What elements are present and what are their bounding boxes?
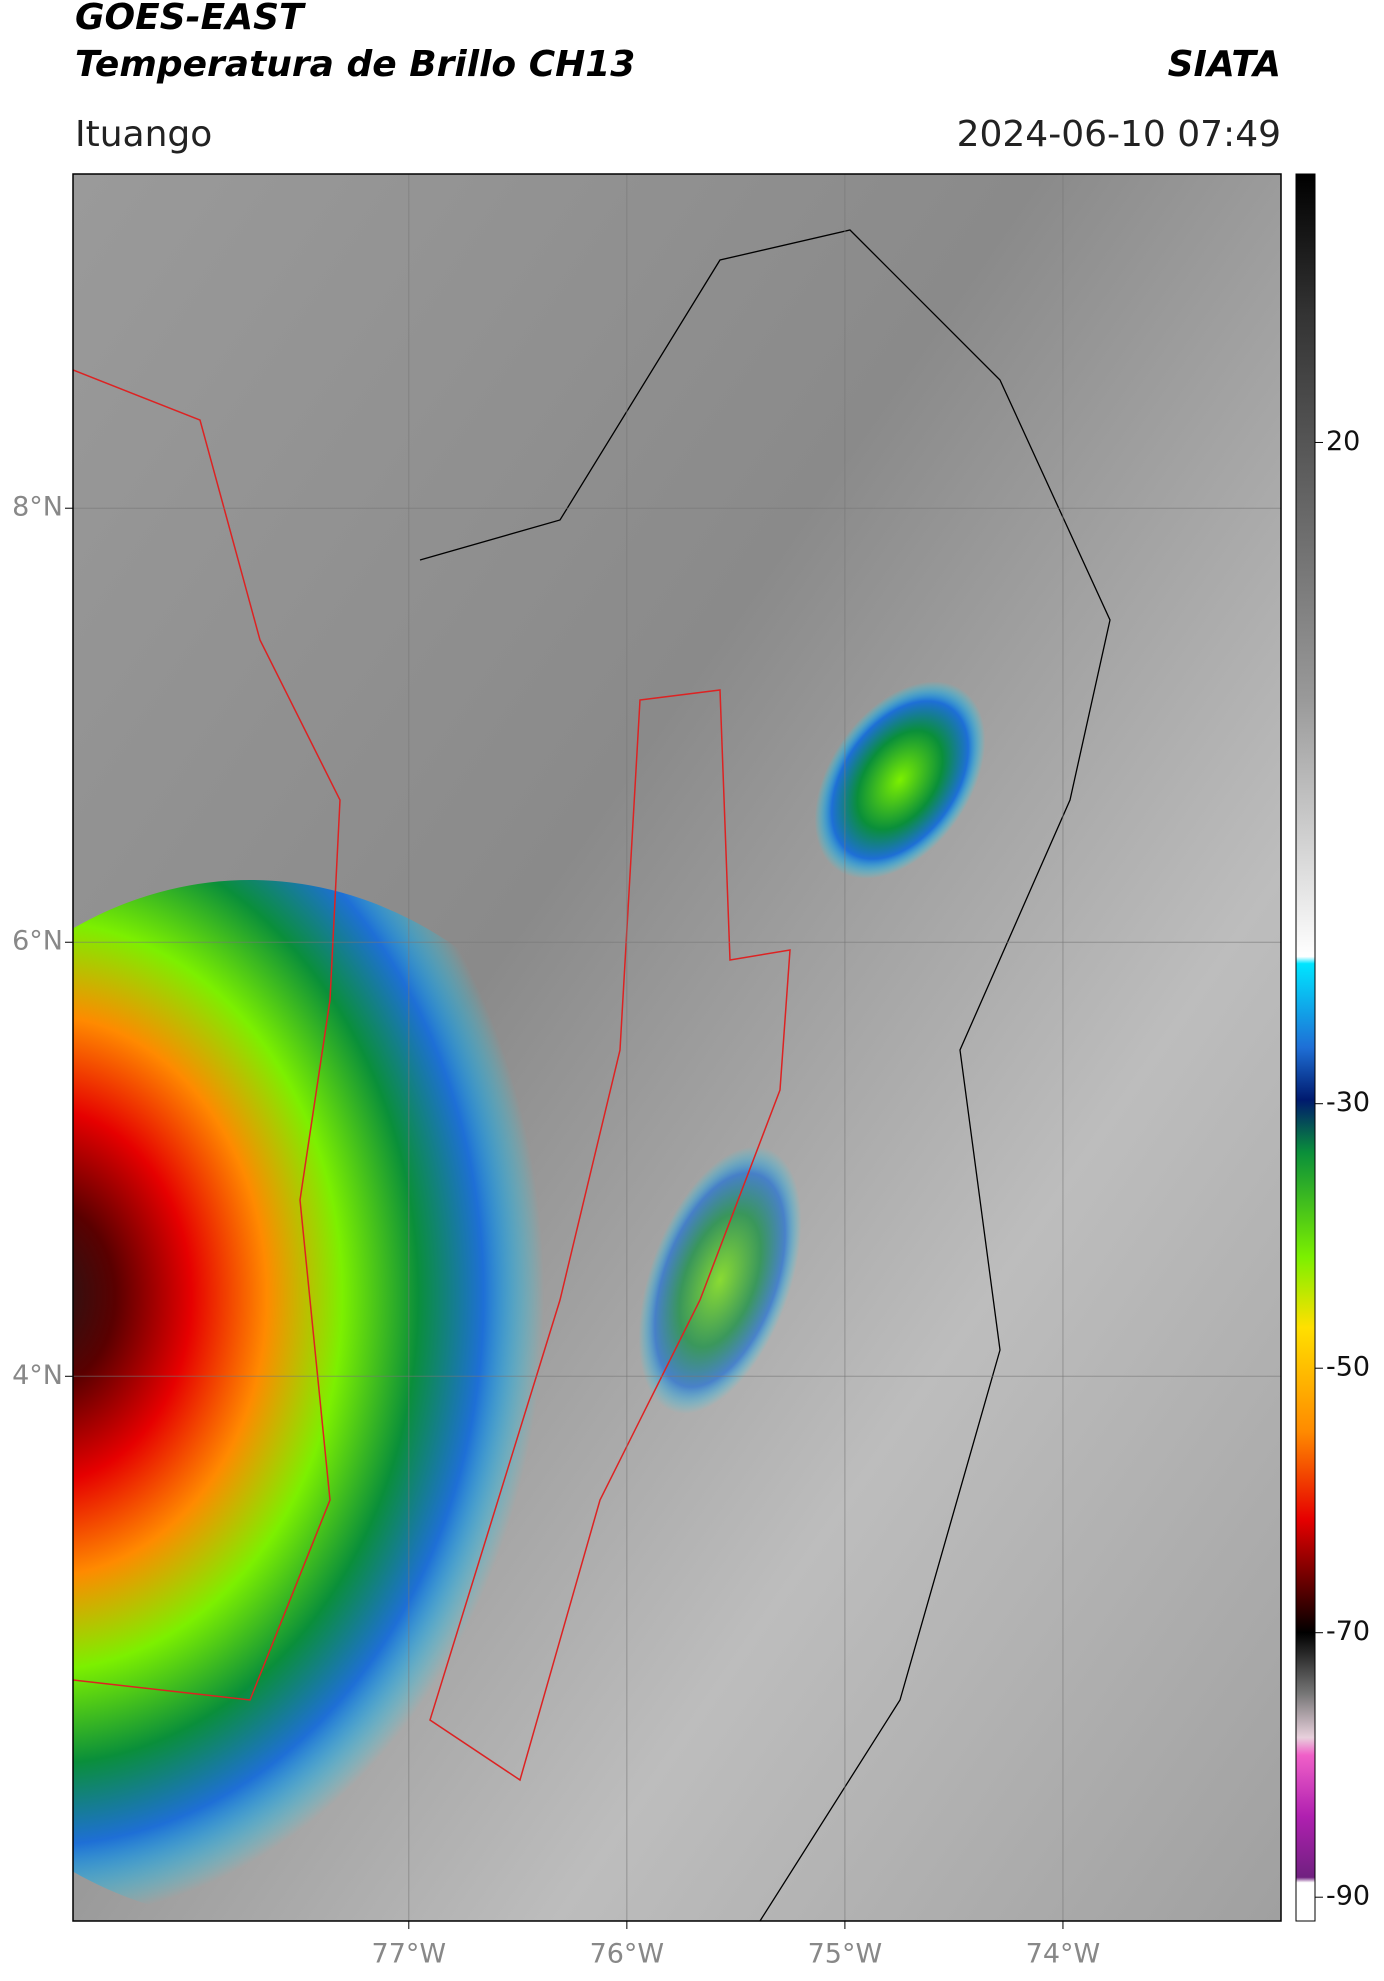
lat-tick-label: 8°N <box>12 492 63 523</box>
source: SIATA <box>1168 44 1281 85</box>
colorbar-tick-label: 20 <box>1326 426 1360 457</box>
colorbar-tick-label: -70 <box>1326 1616 1370 1647</box>
lat-tick-label: 6°N <box>12 926 63 957</box>
lat-tick-label: 4°N <box>12 1360 63 1391</box>
colorbar <box>1295 173 1316 1922</box>
storm-cell <box>638 1146 802 1414</box>
lon-tick-label: 77°W <box>372 1939 447 1970</box>
colorbar-tick-label: -50 <box>1326 1352 1370 1383</box>
map-frame <box>72 173 1282 1922</box>
storm-cell <box>814 681 986 879</box>
map <box>73 174 1281 1921</box>
admin-boundary <box>419 229 1111 1921</box>
colorbar-tick-label: -90 <box>1326 1881 1370 1912</box>
coastline <box>73 369 341 1701</box>
lon-tick-label: 74°W <box>1026 1939 1101 1970</box>
satellite: GOES-EAST <box>75 0 306 38</box>
storm <box>73 880 670 1920</box>
colorbar-tick-label: -30 <box>1326 1087 1370 1118</box>
region-boundary <box>429 689 791 1782</box>
datetime: 2024-06-10 07:49 <box>957 114 1281 155</box>
location: Ituango <box>75 114 212 155</box>
lon-tick-label: 75°W <box>808 1939 883 1970</box>
product: Temperatura de Brillo CH13 <box>75 44 635 85</box>
lon-tick-label: 76°W <box>590 1939 665 1970</box>
